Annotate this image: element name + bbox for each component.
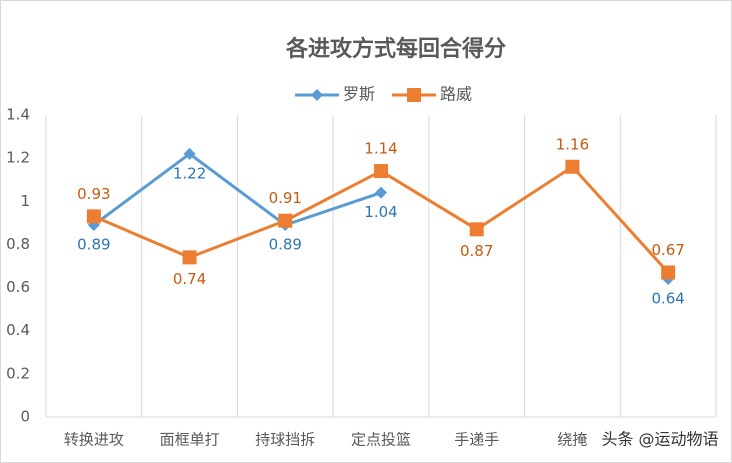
data-label: 1.04 <box>364 203 397 221</box>
data-point <box>375 186 387 199</box>
legend-label: 路威 <box>440 85 472 104</box>
data-label: 0.64 <box>651 289 684 307</box>
x-tick-label: 绕掩 <box>557 431 587 449</box>
y-tick-label: 0.6 <box>6 278 30 296</box>
data-point <box>661 265 676 280</box>
data-point <box>469 222 484 237</box>
data-label: 0.74 <box>173 270 206 288</box>
data-label: 0.89 <box>77 236 110 254</box>
data-point <box>374 164 388 179</box>
data-label: 0.93 <box>77 185 110 203</box>
y-tick-label: 1.2 <box>6 149 30 167</box>
data-label: 0.89 <box>269 236 302 254</box>
data-point <box>278 213 293 228</box>
y-tick-label: 1.4 <box>6 106 30 124</box>
x-tick-label: 面框单打 <box>160 431 220 449</box>
watermark: 头条 @运动物语 <box>601 430 718 449</box>
data-label: 0.87 <box>460 242 493 260</box>
data-point <box>182 250 197 265</box>
x-tick-label: 定点投篮 <box>351 431 411 449</box>
y-tick-label: 0.2 <box>6 364 30 382</box>
legend-marker <box>407 88 421 102</box>
data-label: 0.91 <box>269 189 302 207</box>
data-point <box>183 147 196 160</box>
data-point <box>86 209 101 224</box>
x-tick-label: 持球挡拆 <box>255 431 315 449</box>
y-tick-label: 1 <box>20 192 30 210</box>
data-label: 1.16 <box>556 135 589 153</box>
x-tick-label: 手递手 <box>454 431 499 449</box>
data-label: 1.14 <box>364 140 397 158</box>
y-tick-label: 0 <box>20 408 30 426</box>
y-tick-label: 0.4 <box>6 321 30 339</box>
legend-label: 罗斯 <box>343 85 375 104</box>
data-label: 0.67 <box>651 241 684 259</box>
legend-marker <box>311 89 323 101</box>
data-point <box>565 159 580 174</box>
chart-title: 各进攻方式每回合得分 <box>285 36 506 62</box>
x-tick-label: 转换进攻 <box>64 431 124 449</box>
y-tick-label: 0.8 <box>6 235 30 253</box>
data-label: 1.22 <box>173 164 206 182</box>
